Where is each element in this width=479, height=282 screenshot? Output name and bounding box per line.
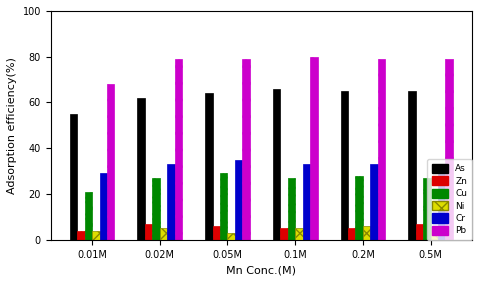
Bar: [431, 228, 438, 240]
Bar: [205, 93, 213, 240]
Bar: [423, 178, 431, 240]
Bar: [85, 192, 92, 240]
Bar: [175, 59, 182, 240]
Bar: [137, 98, 145, 240]
Y-axis label: Adsorption efficiency(%): Adsorption efficiency(%): [7, 57, 17, 194]
Bar: [288, 178, 295, 240]
Bar: [341, 91, 348, 240]
Bar: [160, 228, 167, 240]
Bar: [220, 173, 228, 240]
Bar: [408, 91, 416, 240]
Bar: [445, 59, 453, 240]
Bar: [355, 176, 363, 240]
Bar: [107, 84, 114, 240]
Bar: [92, 231, 100, 240]
Bar: [242, 59, 250, 240]
Bar: [378, 59, 385, 240]
Bar: [100, 173, 107, 240]
Bar: [213, 226, 220, 240]
Bar: [310, 57, 318, 240]
Bar: [438, 164, 445, 240]
Bar: [363, 226, 370, 240]
Bar: [280, 228, 288, 240]
Legend: As, Zn, Cu, Ni, Cr, Pb: As, Zn, Cu, Ni, Cr, Pb: [427, 159, 472, 240]
Bar: [152, 178, 160, 240]
Bar: [370, 164, 378, 240]
X-axis label: Mn Conc.(M): Mn Conc.(M): [226, 265, 297, 275]
Bar: [348, 228, 355, 240]
Bar: [235, 160, 242, 240]
Bar: [145, 224, 152, 240]
Bar: [167, 164, 175, 240]
Bar: [70, 114, 77, 240]
Bar: [416, 224, 423, 240]
Bar: [303, 164, 310, 240]
Bar: [295, 228, 303, 240]
Bar: [273, 89, 280, 240]
Bar: [77, 231, 85, 240]
Bar: [228, 233, 235, 240]
